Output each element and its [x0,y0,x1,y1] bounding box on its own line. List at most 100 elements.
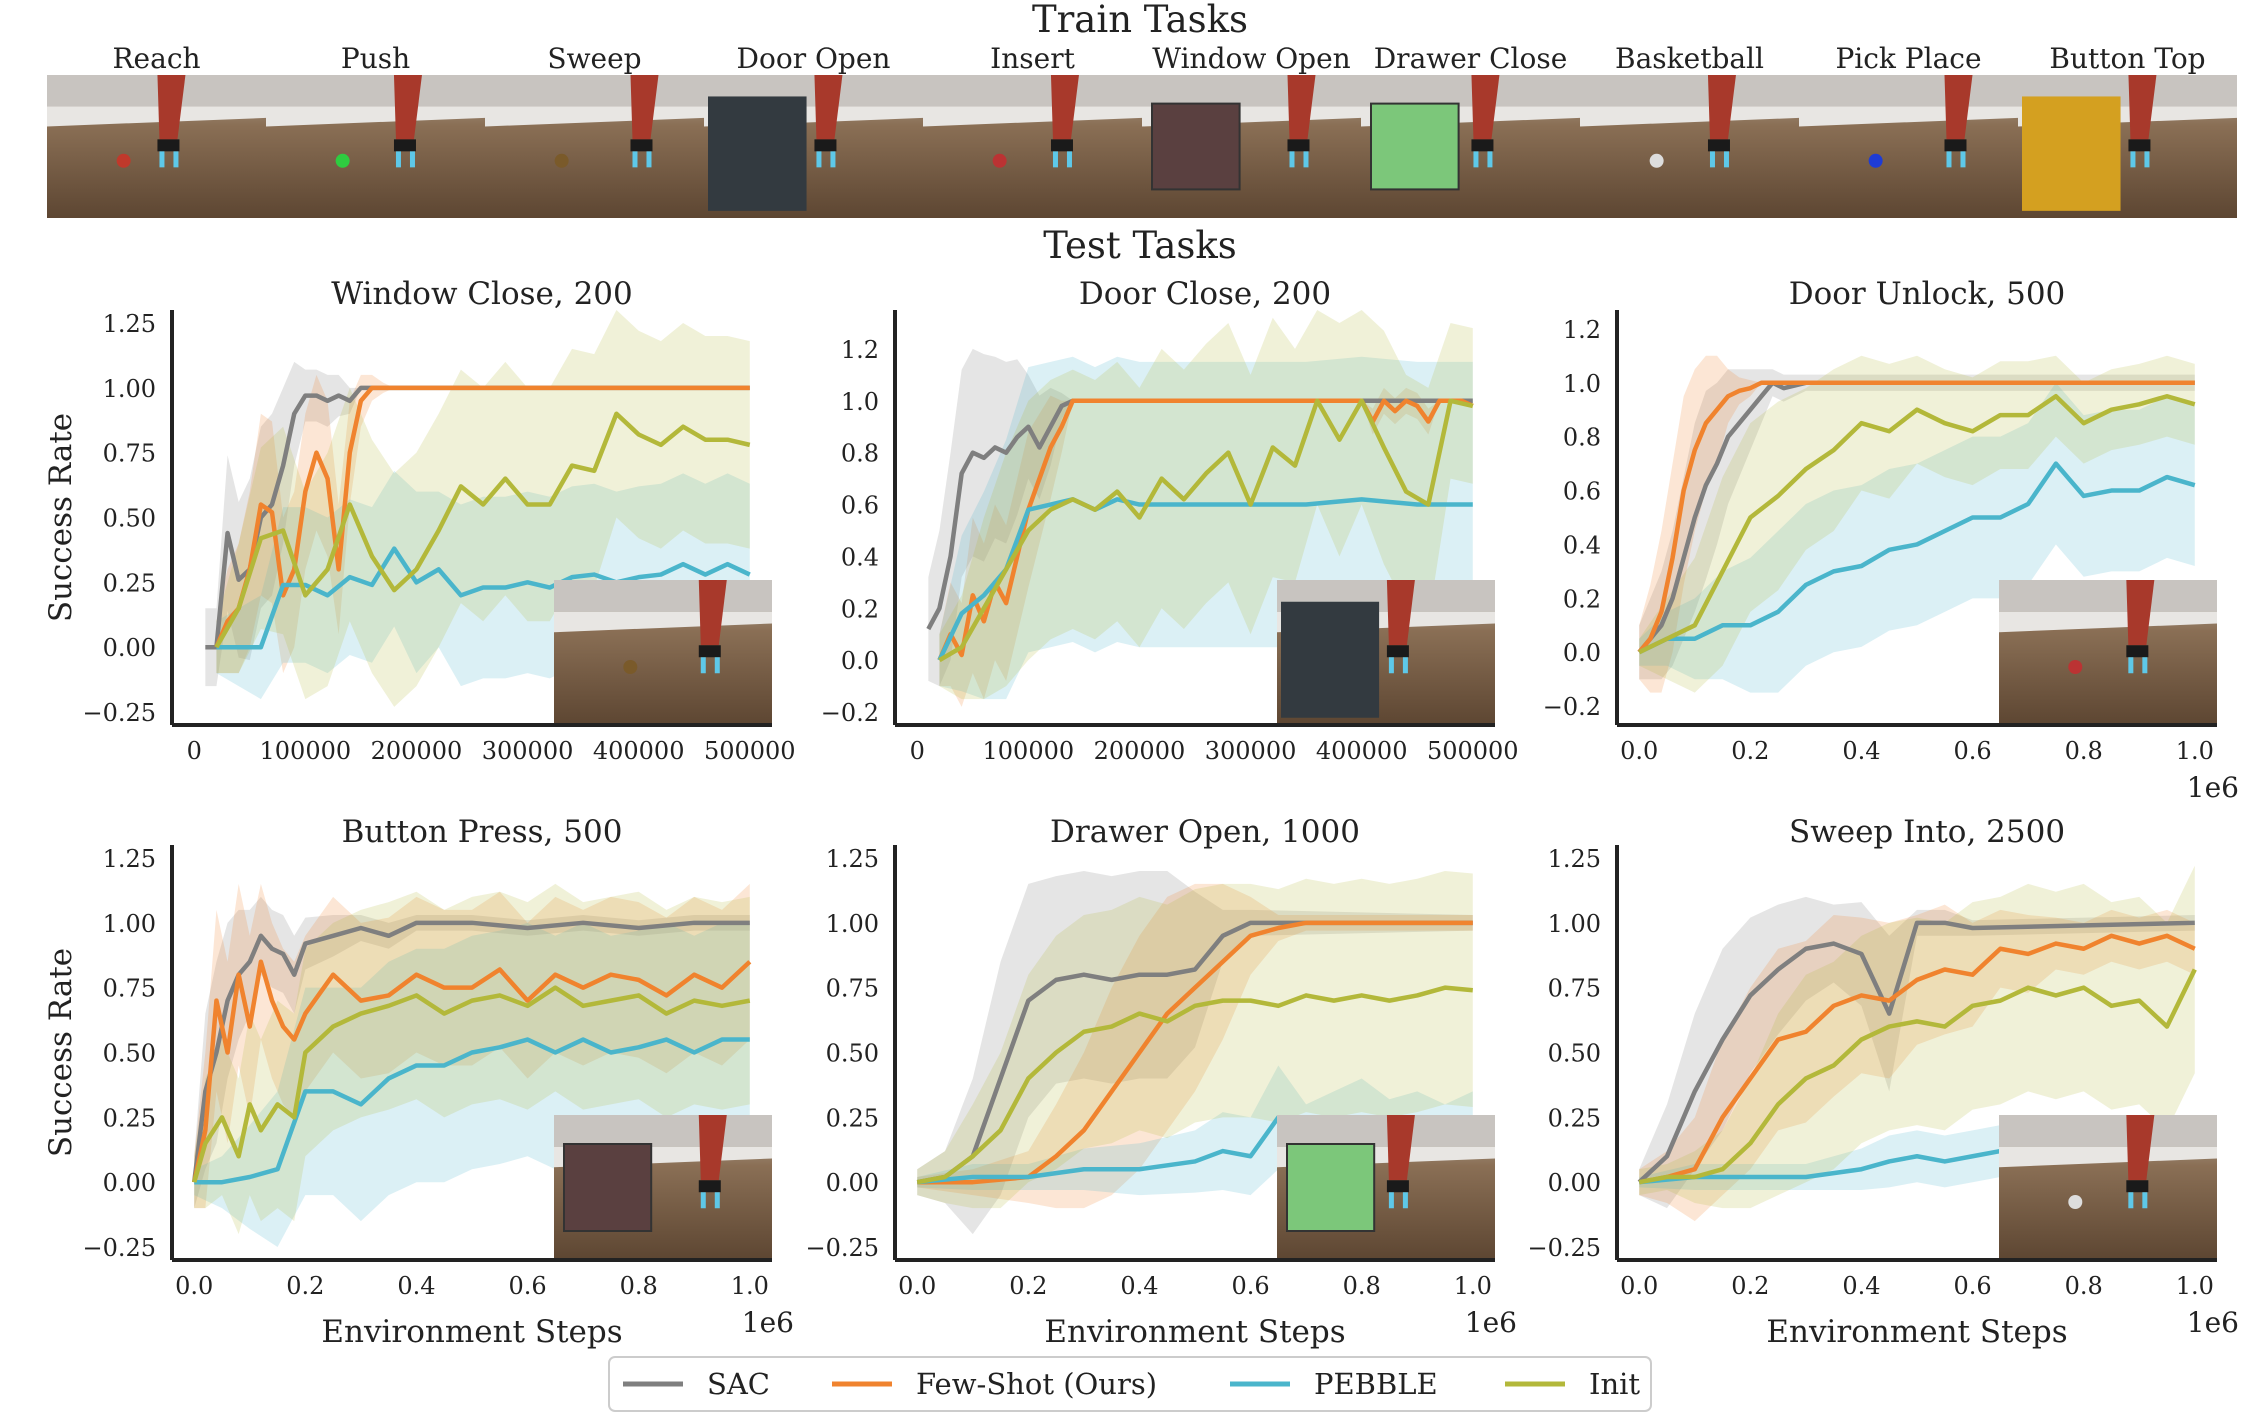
y-tick-label: 1.00 [103,375,156,403]
scene-wall [1799,75,2018,107]
series-band [917,870,1473,1209]
x-tick-label: 400000 [593,737,685,765]
robot-gripper-icon [2126,1180,2149,1193]
x-tick-label: 500000 [704,737,796,765]
gripper-finger-icon [159,151,165,168]
robot-arm-icon [1386,1115,1415,1181]
robot-gripper-icon [2128,139,2151,152]
scene-object [2022,96,2121,211]
train-task-thumbnail [485,75,704,218]
x-axis-label: Environment Steps [321,1314,622,1350]
train-task-thumbnail [1142,75,1361,218]
gripper-finger-icon [830,151,836,168]
y-tick-label: 0.00 [1548,1169,1601,1197]
robot-arm-icon [393,75,422,140]
gripper-finger-icon [409,151,415,168]
chart-title: Window Close, 200 [331,276,633,312]
series-line [214,411,751,649]
gripper-finger-icon [816,151,822,168]
x-offset-label: 1e6 [1465,1306,1517,1339]
train-task-tile: Door Open [704,42,923,218]
y-tick-label: 0.75 [103,440,156,468]
x-tick-label: 0.6 [1953,737,1991,765]
train-task-label: Button Top [2049,42,2205,75]
y-tick-label: 0.00 [826,1169,879,1197]
train-task-tile: Sweep [485,42,704,218]
scene-wall [1277,1115,1495,1147]
series-band [1639,1125,2001,1190]
train-task-thumbnail [704,75,923,218]
x-tick-label: 0.6 [1231,1272,1269,1300]
y-tick-label: 0.75 [103,975,156,1003]
series-band [1639,355,2195,693]
scene-wall [47,75,266,107]
y-tick-label: 0.50 [1548,1040,1601,1068]
chart-panel: Door Close, 200 −0.2 0.0 0.2 0.4 0.6 0.8 1.0 1.2… [821,276,1519,765]
gripper-finger-icon [1402,657,1408,674]
y-tick-label: 0.6 [1563,478,1601,506]
scene-object [1151,102,1241,191]
train-task-label: Drawer Close [1374,42,1568,75]
gripper-finger-icon [714,1192,720,1209]
chart-panel: Door Unlock, 500 −0.2 0.0 0.2 0.4 0.6 0.8 1.0 1.… [1543,276,2239,804]
gripper-finger-icon [2128,1192,2134,1209]
train-task-label: Push [341,42,410,75]
gripper-finger-icon [2144,151,2150,168]
series-band [917,883,1473,1209]
scene-object [1286,1143,1376,1232]
scene-wall [1361,75,1580,107]
series-band [1639,382,2195,693]
robot-arm-icon [1471,75,1500,140]
y-tick-label: 1.0 [841,388,879,416]
x-tick-label: 0 [910,737,925,765]
gripper-finger-icon [2142,1192,2148,1209]
x-tick-label: 1.0 [2176,737,2214,765]
train-task-tile: Window Open [1142,42,1361,218]
train-task-thumbnail [2018,75,2237,218]
series-band [194,883,750,1235]
x-tick-label: 0.2 [286,1272,324,1300]
gripper-finger-icon [1066,151,1072,168]
x-tick-label: 0.8 [2065,1272,2103,1300]
gripper-finger-icon [1960,151,1966,168]
legend-label: SAC [707,1367,770,1401]
x-tick-label: 0.0 [175,1272,213,1300]
chart-title: Door Close, 200 [1079,276,1331,312]
scene-object [992,153,1007,168]
train-task-label: Sweep [547,42,641,75]
robot-gripper-icon [698,645,721,658]
x-axis-label: Environment Steps [1044,1314,1345,1350]
series-line [938,398,1474,663]
scene-object [623,660,638,674]
x-tick-label: 0.8 [620,1272,658,1300]
x-tick-label: 0.8 [2065,737,2103,765]
y-tick-label: 1.00 [826,910,879,938]
series-line [916,985,1473,1185]
train-task-tile: Insert [923,42,1142,218]
y-tick-label: −0.2 [821,699,879,727]
robot-arm-icon [1707,75,1736,140]
series-line [191,920,750,1183]
gripper-finger-icon [2142,657,2148,674]
gripper-finger-icon [1946,151,1952,168]
series-line [1638,461,2196,655]
train-task-tile: Drawer Close [1361,42,1580,218]
series-band [216,310,750,707]
test-task-thumbnail [1277,580,1495,725]
scene-wall [923,75,1142,107]
chart-title: Button Press, 500 [342,814,623,850]
gripper-finger-icon [1473,151,1479,168]
x-offset-label: 1e6 [2187,1306,2239,1339]
gripper-finger-icon [2130,151,2136,168]
series-line [194,1037,750,1185]
series-line [1637,920,2195,1184]
scene-table-edge [47,106,266,127]
y-tick-label: 0.8 [841,440,879,468]
series-line [1638,933,2196,1185]
robot-gripper-icon [1944,139,1967,152]
x-tick-label: 1.0 [2176,1272,2214,1300]
x-tick-label: 0.0 [1620,737,1658,765]
robot-gripper-icon [2126,645,2149,658]
gripper-finger-icon [1289,151,1295,168]
x-tick-label: 0.6 [1953,1272,1991,1300]
